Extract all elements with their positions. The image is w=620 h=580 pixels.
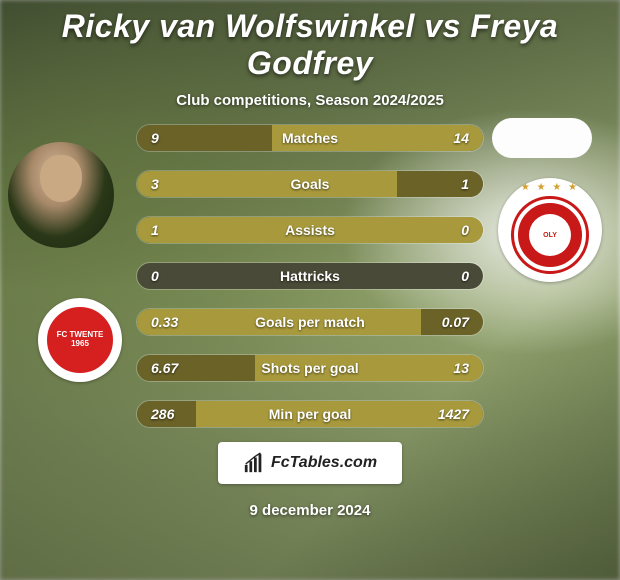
stat-row: 1 0 Assists: [136, 216, 484, 244]
club-left-label: FC TWENTE 1965: [57, 331, 104, 349]
stat-value-right: 1427: [438, 406, 469, 422]
stat-value-right: 1: [461, 176, 469, 192]
stat-row: 0 0 Hattricks: [136, 262, 484, 290]
content-wrapper: Ricky van Wolfswinkel vs Freya Godfrey C…: [0, 0, 620, 580]
comparison-subtitle: Club competitions, Season 2024/2025: [0, 92, 620, 109]
stat-value-right: 0: [461, 268, 469, 284]
club-logo-right-inner: OLY: [511, 196, 589, 274]
stat-value-left: 3: [151, 176, 159, 192]
stat-value-right: 14: [453, 130, 469, 146]
stat-row: 286 1427 Min per goal: [136, 400, 484, 428]
comparison-date: 9 december 2024: [250, 502, 371, 519]
club-right-stars: ★ ★ ★ ★: [521, 182, 579, 193]
club-logo-left-inner: FC TWENTE 1965: [44, 304, 116, 376]
player-right-silhouette: [492, 118, 592, 158]
stat-value-left: 1: [151, 222, 159, 238]
comparison-title: Ricky van Wolfswinkel vs Freya Godfrey: [0, 8, 620, 82]
stat-label: Shots per goal: [261, 360, 358, 376]
stat-row: 6.67 13 Shots per goal: [136, 354, 484, 382]
stat-value-right: 0: [461, 222, 469, 238]
stat-value-left: 0: [151, 268, 159, 284]
player-left-photo: [8, 142, 114, 248]
stat-value-left: 0.33: [151, 314, 178, 330]
stat-label: Min per goal: [269, 406, 351, 422]
club-logo-right: ★ ★ ★ ★ OLY: [498, 178, 602, 282]
fctables-text: FcTables.com: [271, 454, 377, 472]
stat-fill-left: [137, 171, 397, 197]
stat-row: 3 1 Goals: [136, 170, 484, 198]
stat-label: Goals per match: [255, 314, 365, 330]
stat-value-right: 0.07: [442, 314, 469, 330]
stat-fill-right: [397, 171, 484, 197]
stat-label: Goals: [291, 176, 330, 192]
club-right-center: OLY: [529, 214, 571, 256]
stat-row: 0.33 0.07 Goals per match: [136, 308, 484, 336]
stat-label: Matches: [282, 130, 338, 146]
stat-value-left: 9: [151, 130, 159, 146]
stat-rows-container: 9 14 Matches 3 1 Goals 1 0 Assists 0 0 Hattricks 0.3…: [136, 124, 484, 446]
club-logo-left: FC TWENTE 1965: [38, 298, 122, 382]
stat-label: Hattricks: [280, 268, 340, 284]
stat-value-right: 13: [453, 360, 469, 376]
stat-value-left: 6.67: [151, 360, 178, 376]
fctables-icon: [243, 452, 265, 474]
stat-label: Assists: [285, 222, 335, 238]
stat-value-left: 286: [151, 406, 174, 422]
stat-row: 9 14 Matches: [136, 124, 484, 152]
fctables-badge: FcTables.com: [218, 442, 402, 484]
